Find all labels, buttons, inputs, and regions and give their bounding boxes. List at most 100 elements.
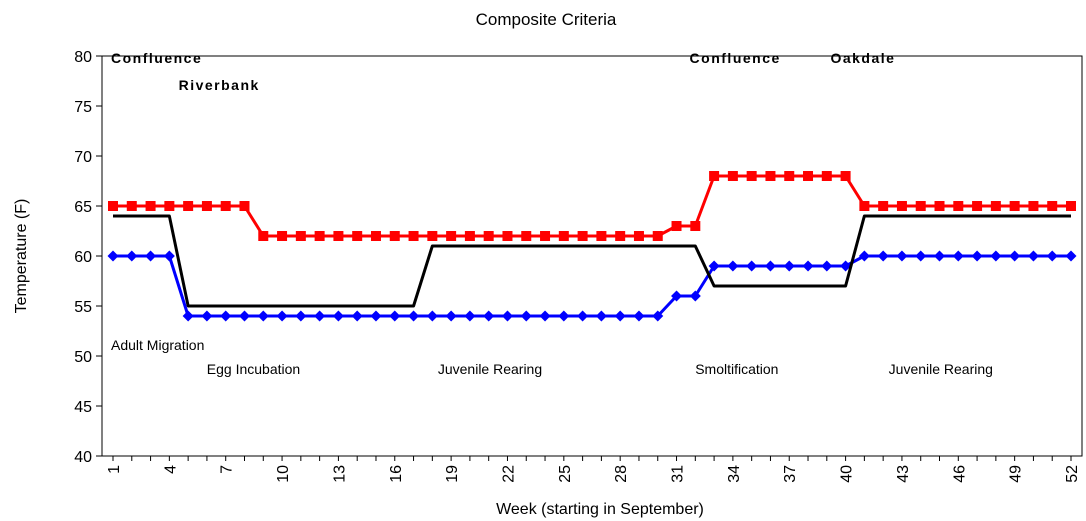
data-point-diamond [201, 310, 213, 322]
data-point-diamond [934, 250, 946, 262]
data-point-diamond [351, 310, 363, 322]
annotation-label: Confluence [690, 50, 781, 66]
x-tick-label: 25 [557, 465, 574, 483]
data-point-square [408, 231, 419, 241]
data-point-diamond [858, 250, 870, 262]
y-tick-label: 75 [74, 99, 92, 116]
data-point-square [746, 171, 757, 181]
data-point-square [558, 231, 569, 241]
data-point-diamond [802, 260, 814, 272]
data-point-square [183, 201, 194, 211]
annotation-label: Juvenile Rearing [438, 361, 542, 377]
data-point-diamond [1027, 250, 1039, 262]
data-point-diamond [577, 310, 589, 322]
data-point-diamond [426, 310, 438, 322]
data-point-square [201, 201, 212, 211]
data-point-square [821, 171, 832, 181]
data-point-diamond [145, 250, 157, 262]
x-tick-label: 52 [1064, 465, 1081, 483]
data-point-square [671, 221, 682, 231]
data-point-diamond [727, 260, 739, 272]
annotation-label: Egg Incubation [207, 361, 300, 377]
data-point-diamond [445, 310, 457, 322]
data-point-diamond [389, 310, 401, 322]
y-tick-label: 45 [74, 399, 92, 416]
data-point-square [277, 231, 288, 241]
data-point-diamond [971, 250, 983, 262]
data-point-square [896, 201, 907, 211]
series-line-2 [113, 214, 1071, 308]
x-tick-label: 16 [388, 465, 405, 483]
data-point-diamond [257, 310, 269, 322]
data-point-square [314, 231, 325, 241]
data-point-diamond [633, 310, 645, 322]
data-point-diamond [520, 310, 532, 322]
x-tick-label: 40 [839, 465, 856, 483]
data-point-square [934, 201, 945, 211]
data-point-square [258, 231, 269, 241]
annotation-label: Confluence [111, 50, 202, 66]
data-point-diamond [163, 250, 175, 262]
data-point-square [859, 201, 870, 211]
data-point-diamond [990, 250, 1002, 262]
annotation-label: Juvenile Rearing [889, 361, 993, 377]
data-point-square [145, 201, 156, 211]
series-line-1 [113, 254, 1071, 318]
chart-title: Composite Criteria [476, 10, 617, 29]
data-point-square [1009, 201, 1020, 211]
data-point-diamond [220, 310, 232, 322]
y-tick-label: 70 [74, 149, 92, 166]
data-point-square [295, 231, 306, 241]
annotation-label: Smoltification [695, 361, 778, 377]
data-point-diamond [1046, 250, 1058, 262]
data-point-square [352, 231, 363, 241]
data-point-diamond [295, 310, 307, 322]
data-point-square [953, 201, 964, 211]
annotation-label: Riverbank [179, 77, 260, 93]
x-tick-label: 34 [726, 465, 743, 483]
data-point-square [370, 231, 381, 241]
y-tick-label: 40 [74, 449, 92, 466]
plot-area: 40 45 50 55 60 65 70 75 80 1 4 7 10 13 16 19 22 25 28 31 34 3… [74, 49, 1083, 483]
data-point-square [126, 201, 137, 211]
data-point-square [784, 171, 795, 181]
data-point-diamond [652, 310, 664, 322]
data-point-square [483, 231, 494, 241]
data-point-diamond [1009, 250, 1021, 262]
data-point-square [803, 171, 814, 181]
y-tick-label: 80 [74, 49, 92, 66]
data-point-diamond [764, 260, 776, 272]
data-point-diamond [238, 310, 250, 322]
data-point-square [577, 231, 588, 241]
x-tick-label: 22 [500, 465, 517, 483]
data-point-square [1028, 201, 1039, 211]
data-point-diamond [558, 310, 570, 322]
data-point-square [464, 231, 475, 241]
data-point-diamond [464, 310, 476, 322]
data-point-diamond [896, 250, 908, 262]
y-tick-label: 50 [74, 349, 92, 366]
data-point-square [446, 231, 457, 241]
x-tick-label: 28 [613, 465, 630, 483]
data-point-square [540, 231, 551, 241]
x-tick-label: 37 [782, 465, 799, 483]
y-axis-title: Temperature (F) [13, 199, 30, 314]
data-point-diamond [915, 250, 927, 262]
series-line-0 [113, 174, 1071, 238]
data-point-diamond [952, 250, 964, 262]
data-point-diamond [182, 310, 194, 322]
y-tick-label: 55 [74, 299, 92, 316]
data-point-diamond [595, 310, 607, 322]
data-point-square [333, 231, 344, 241]
data-point-diamond [671, 290, 683, 302]
data-point-diamond [314, 310, 326, 322]
x-tick-label: 19 [444, 465, 461, 483]
data-point-diamond [821, 260, 833, 272]
data-point-diamond [408, 310, 420, 322]
data-point-square [727, 171, 738, 181]
data-point-square [690, 221, 701, 231]
data-point-square [840, 171, 851, 181]
x-tick-label: 46 [951, 465, 968, 483]
data-point-square [502, 231, 513, 241]
